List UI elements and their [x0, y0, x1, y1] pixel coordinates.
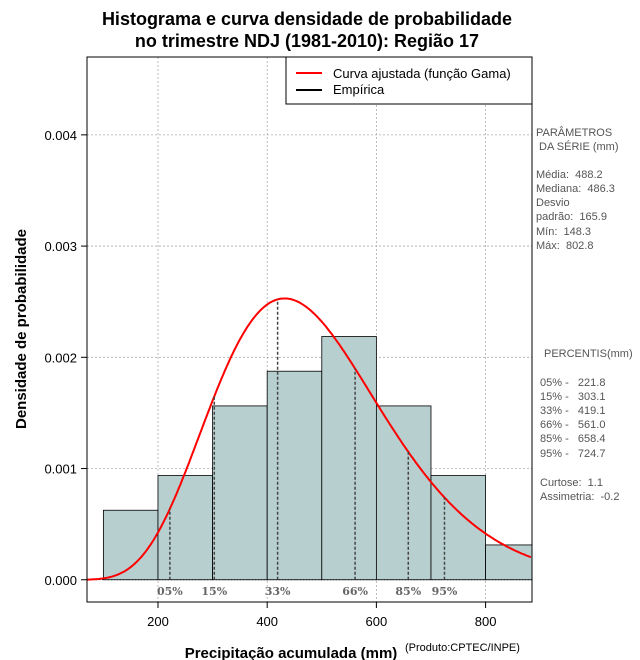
percentile-label: 33%	[265, 585, 291, 598]
skewness: Assimetria: -0.2	[540, 491, 619, 503]
params-title-line-1: PARÂMETROS	[536, 126, 612, 139]
kurtosis: Curtose: 1.1	[540, 477, 603, 489]
chart-title-line-2: no trimestre NDJ (1981-2010): Região 17	[135, 31, 479, 51]
percentil-85: 85% - 658.4	[540, 433, 605, 445]
y-axis-label: Densidade de probabilidade	[13, 229, 30, 429]
histogram-bar	[212, 405, 268, 581]
percentil-95: 95% - 724.7	[540, 448, 605, 460]
param-median: Mediana: 486.3	[536, 183, 615, 195]
percentis-title: PERCENTIS(mm)	[544, 348, 633, 360]
legend-label-empirical: Empírica	[333, 82, 385, 97]
y-tick-label: 0.002	[44, 350, 77, 365]
x-axis-label: Precipitação acumulada (mm)	[185, 645, 398, 660]
legend-label-curve: Curva ajustada (função Gama)	[333, 66, 511, 81]
x-tick-label: 200	[147, 614, 169, 629]
y-tick-label: 0.000	[44, 573, 77, 588]
legend-box	[285, 56, 533, 105]
params-title-line-2: DA SÉRIE (mm)	[536, 140, 619, 153]
percentile-layer: 05% 15% 33% 66% 85% 95%	[157, 299, 458, 598]
percentil-66: 66% - 561.0	[540, 419, 605, 431]
percentile-label: 95%	[432, 585, 458, 598]
histogram-bar	[485, 544, 533, 581]
x-tick-label: 400	[256, 614, 278, 629]
axes-layer: 200 400 600 800 0.000 0.001 0.002 0.003 0.004	[44, 128, 496, 629]
credit-label: (Produto:CPTEC/INPE)	[405, 642, 520, 654]
histogram-bar	[157, 475, 213, 581]
grid-layer	[87, 57, 532, 602]
bars-layer	[87, 336, 533, 581]
legend: Curva ajustada (função Gama) Empírica	[285, 56, 533, 105]
percentil-33: 33% - 419.1	[540, 405, 605, 417]
percentile-label: 05%	[157, 585, 183, 598]
param-min: Mín: 148.3	[536, 226, 591, 238]
histogram-bar	[266, 370, 323, 581]
y-tick-label: 0.003	[44, 239, 77, 254]
side-panel: PARÂMETROS DA SÉRIE (mm) Média: 488.2 Me…	[536, 126, 633, 503]
param-stddev-value: padrão: 165.9	[536, 211, 607, 223]
percentile-label: 15%	[201, 585, 227, 598]
percentile-label: 85%	[395, 585, 421, 598]
y-tick-label: 0.004	[44, 128, 77, 143]
curve-layer	[87, 297, 532, 581]
chart-title-line-1: Histograma e curva densidade de probabil…	[102, 9, 512, 29]
histogram-bar	[321, 336, 377, 581]
x-tick-label: 600	[366, 614, 388, 629]
percentile-label: 66%	[342, 585, 368, 598]
y-tick-label: 0.001	[44, 462, 77, 477]
percentil-15: 15% - 303.1	[540, 391, 605, 403]
histogram-bar	[375, 405, 432, 581]
percentil-05: 05% - 221.8	[540, 377, 605, 389]
param-mean: Média: 488.2	[536, 169, 603, 181]
x-tick-label: 800	[475, 614, 497, 629]
param-max: Máx: 802.8	[536, 240, 593, 252]
gamma-density-curve	[87, 297, 532, 581]
param-stddev-label: Desvio	[536, 197, 570, 209]
